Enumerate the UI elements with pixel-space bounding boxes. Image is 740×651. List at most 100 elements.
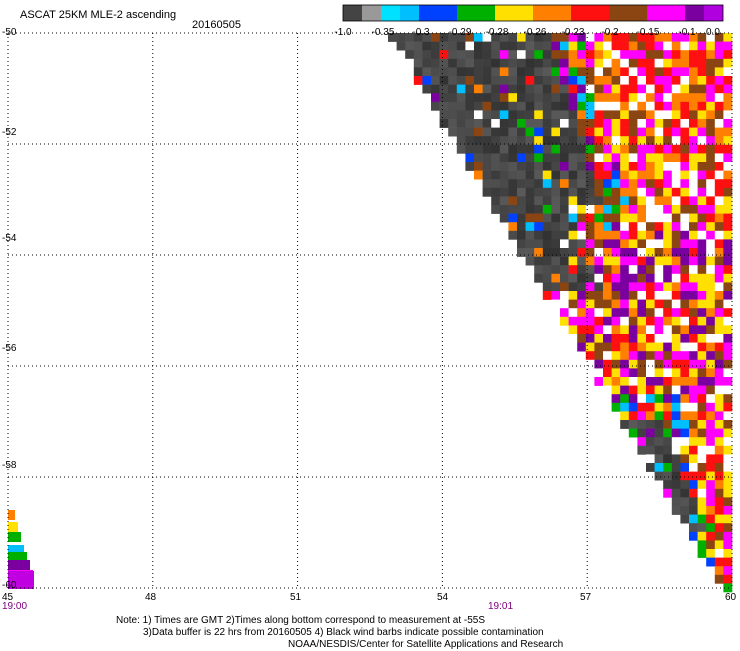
swath-cell <box>714 282 724 292</box>
swath-cell <box>714 574 724 584</box>
swath-cell <box>723 248 733 257</box>
swath-cell <box>620 308 630 318</box>
swath-cell <box>654 93 664 103</box>
swath-cell <box>585 239 595 249</box>
swath-cell <box>568 101 578 111</box>
swath-cell <box>577 144 587 154</box>
swath-cell <box>680 248 690 257</box>
swath-cell <box>594 299 604 309</box>
swath-cell <box>560 265 569 275</box>
swath-cell <box>482 84 492 94</box>
swath-cell <box>542 273 552 283</box>
swath-cell <box>671 282 681 292</box>
swath-cell <box>542 127 552 137</box>
swath-cell <box>714 170 724 180</box>
swath-cell <box>714 196 724 206</box>
swath-cell <box>654 119 664 128</box>
swath-cell <box>603 359 612 369</box>
swath-cell <box>637 291 647 300</box>
swath-cell <box>663 170 673 180</box>
swath-cell <box>474 101 483 111</box>
swath-cell <box>723 368 733 378</box>
swath-cell <box>671 84 681 94</box>
swath-cell <box>585 170 595 180</box>
swath-cell <box>723 110 733 120</box>
swath-cell <box>723 549 733 558</box>
swath-cell <box>723 101 733 111</box>
swath-cell <box>628 119 638 128</box>
swath-cell <box>706 205 716 214</box>
swath-cell <box>654 76 664 85</box>
swath-cell <box>594 282 604 292</box>
swath-cell <box>603 187 612 197</box>
swath-cell <box>654 454 664 464</box>
swath-cell <box>603 33 612 42</box>
swath-cell <box>611 84 621 94</box>
swath-cell <box>654 359 664 369</box>
swath-cell <box>697 531 707 541</box>
swath-cell <box>663 299 673 309</box>
swath-cell <box>706 342 716 352</box>
swath-cell <box>697 291 707 300</box>
swath-cell <box>680 471 690 481</box>
swath-cell <box>525 50 535 60</box>
swath-cell <box>499 41 509 51</box>
swath-cell <box>637 76 647 85</box>
swath-cell <box>689 437 698 447</box>
swath-cell <box>456 50 466 60</box>
swath-cell <box>654 428 664 438</box>
swath-cell <box>663 162 673 171</box>
swath-cell <box>611 110 621 120</box>
lat-label: -58 <box>2 460 17 471</box>
swath-cell <box>603 67 612 77</box>
swath-cell <box>637 153 647 163</box>
swath-cell <box>646 179 655 189</box>
swath-cell <box>525 76 535 85</box>
swath-cell <box>671 76 681 85</box>
swath-cell <box>585 265 595 275</box>
swath-cell <box>560 84 569 94</box>
colorbar-label: -0.35 <box>371 27 395 38</box>
swath-cell <box>663 308 673 318</box>
swath-cell <box>714 291 724 300</box>
swath-cell <box>723 557 733 567</box>
swath-cell <box>577 67 587 77</box>
swath-cell <box>499 170 509 180</box>
swath-cell <box>714 368 724 378</box>
swath-cell <box>723 394 733 404</box>
swath-cell <box>517 58 526 68</box>
swath-cell <box>723 144 733 154</box>
swath-cell <box>671 144 681 154</box>
swath-cell <box>680 196 690 206</box>
swath-cell <box>706 282 716 292</box>
swath-cell <box>560 136 569 146</box>
swath-cell <box>603 136 612 146</box>
swath-cell <box>551 213 561 223</box>
swath-cell <box>517 248 526 257</box>
colorbar-swatch <box>476 5 495 21</box>
swath-cell <box>585 299 595 309</box>
swath-cell <box>499 58 509 68</box>
swath-cell <box>620 377 630 386</box>
swath-cell <box>663 153 673 163</box>
swath-cell <box>577 230 587 240</box>
swath-cell <box>654 41 664 51</box>
lon-label: 51 <box>290 592 302 603</box>
swath-cell <box>628 187 638 197</box>
swath-cell <box>689 420 698 429</box>
swath-cell <box>646 299 655 309</box>
swath-cell <box>594 170 604 180</box>
swath-cell <box>646 454 655 464</box>
swath-cell <box>560 308 569 318</box>
swath-cell <box>620 368 630 378</box>
swath-cell <box>714 566 724 576</box>
swath-cell <box>697 179 707 189</box>
swath-cell <box>594 196 604 206</box>
swath-cell <box>714 402 724 412</box>
swath-cell <box>697 377 707 386</box>
swath-cell <box>551 93 561 103</box>
swath-cell <box>517 179 526 189</box>
swath-cell <box>482 58 492 68</box>
swath-cell <box>671 196 681 206</box>
swath-cell <box>671 497 681 507</box>
